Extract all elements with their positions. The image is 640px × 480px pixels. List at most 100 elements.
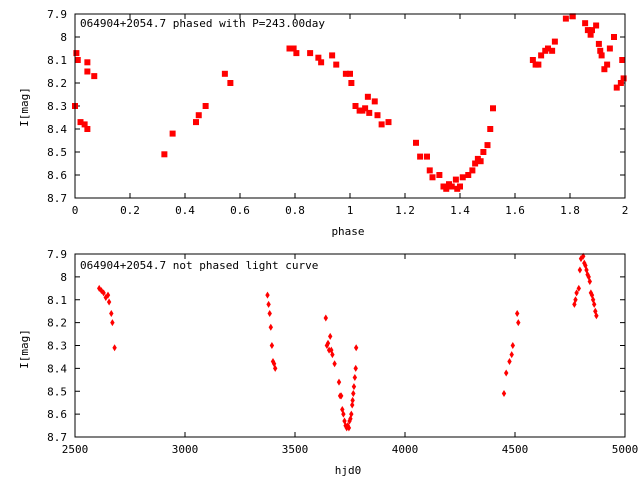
unphased-y-tick-label: 7.9 [47, 248, 67, 261]
phased-data-point [413, 139, 419, 146]
phased-data-point [385, 119, 392, 126]
unphased-x-tick-label: 4000 [392, 443, 419, 456]
phased-data-point [484, 142, 491, 149]
unphased-y-tick-label: 8 [60, 271, 67, 284]
phased-data-point [195, 112, 202, 119]
unphased-data-point [352, 374, 358, 382]
phased-data-point [91, 73, 98, 80]
unphased-y-tick-label: 8.2 [47, 317, 67, 330]
phased-data-point [202, 103, 209, 109]
unphased-data-point [501, 390, 507, 398]
phased-y-tick-label: 8.7 [47, 192, 67, 205]
phased-data-point [318, 59, 325, 66]
phased-y-tick-label: 7.9 [47, 8, 67, 21]
phased-data-point [598, 52, 605, 59]
phased-data-point [597, 47, 604, 54]
phased-data-point [619, 57, 626, 63]
unphased-data-point [573, 296, 578, 304]
unphased-data-point [593, 307, 598, 315]
unphased-data-point [336, 378, 342, 386]
phased-data-point [448, 183, 455, 190]
unphased-y-tick-label: 8.3 [47, 340, 67, 353]
unphased-data-point [330, 351, 335, 359]
phased-data-point [443, 185, 450, 192]
phased-y-tick-label: 8.1 [47, 54, 67, 67]
phased-x-tick-label: 1.2 [395, 204, 415, 217]
unphased-data-point [594, 312, 599, 320]
unphased-x-tick-label: 4500 [502, 443, 529, 456]
phased-x-tick-label: 0.8 [285, 204, 305, 217]
phased-data-point [74, 57, 81, 63]
unphased-y-tick-label: 8.4 [47, 362, 67, 375]
phased-data-point [549, 47, 556, 54]
phased-data-point [562, 15, 569, 22]
unphased-data-point [516, 319, 521, 327]
phased-data-point [601, 66, 608, 73]
unphased-data-point [574, 289, 579, 297]
phased-data-point [329, 52, 336, 59]
phased-data-point [469, 167, 476, 174]
phased-data-point [613, 84, 620, 91]
phased-data-point [169, 130, 176, 137]
phased-y-tick-label: 8.2 [47, 77, 67, 90]
phased-data-point [617, 80, 624, 86]
unphased-data-point [339, 392, 344, 400]
phased-light-curve-panel: 0 0.2 0.4 0.6 0.8 1 1.2 1.4 1.6 1.8 2 7.9 8 8.1 8.2 8.3… [18, 8, 628, 238]
phased-data-point [347, 70, 353, 77]
phased-data-point [290, 45, 297, 52]
phased-data-point [595, 40, 602, 47]
phased-data-point [342, 70, 349, 77]
phased-data-point [535, 61, 542, 68]
phased-data-point [293, 50, 300, 57]
phased-data-point [551, 38, 558, 45]
unphased-data-point [592, 300, 597, 308]
phased-x-tick-label: 2 [622, 204, 629, 217]
unphased-data-point [349, 410, 354, 418]
phased-data-point [529, 57, 536, 63]
phased-data-point [307, 50, 314, 57]
unphased-data-point [515, 309, 520, 317]
phased-x-tick-label: 1 [347, 204, 354, 217]
phased-data-point [378, 121, 385, 128]
phased-data-point [620, 75, 627, 82]
phased-data-point [84, 126, 91, 132]
unphased-data-point [586, 273, 591, 281]
phased-data-point [429, 174, 436, 181]
unphased-data-point [325, 339, 331, 347]
unphased-x-axis-label: hjd0 [335, 464, 362, 477]
unphased-chart-title: 064904+2054.7 not phased light curve [80, 259, 318, 272]
phased-data-point [569, 13, 576, 20]
unphased-data-point [351, 390, 356, 398]
phased-data-point [84, 68, 91, 75]
unphased-data-point [504, 369, 509, 377]
phased-data-point [452, 176, 459, 183]
phased-data-point [73, 50, 80, 57]
phased-data-point [333, 61, 340, 68]
phased-data-point [459, 174, 466, 181]
unphased-data-point [585, 271, 590, 279]
phased-data-point [193, 119, 199, 126]
unphased-data-point [350, 396, 355, 404]
unphased-data-point [576, 284, 581, 292]
phased-data-point [417, 153, 424, 160]
phased-data-point [436, 172, 443, 178]
phased-data-point [465, 172, 472, 178]
phased-data-point [587, 31, 594, 38]
phased-x-tick-label: 1.4 [450, 204, 470, 217]
phased-data-point [364, 93, 371, 100]
unphased-data-point [350, 401, 355, 409]
unphased-plot-frame [74, 253, 626, 438]
phased-y-tick-label: 8 [60, 31, 67, 44]
unphased-data-point [510, 342, 515, 349]
phased-data-point [589, 27, 595, 34]
unphased-data-point [267, 309, 272, 317]
unphased-points [97, 252, 599, 432]
phased-data-point [477, 158, 484, 165]
unphased-data-point [509, 351, 514, 359]
phased-x-axis-label: phase [331, 225, 364, 238]
phased-x-tick-label: 0 [72, 204, 79, 217]
unphased-data-point [112, 344, 117, 352]
unphased-data-point [273, 364, 278, 372]
phased-y-tick-label: 8.4 [47, 123, 67, 136]
